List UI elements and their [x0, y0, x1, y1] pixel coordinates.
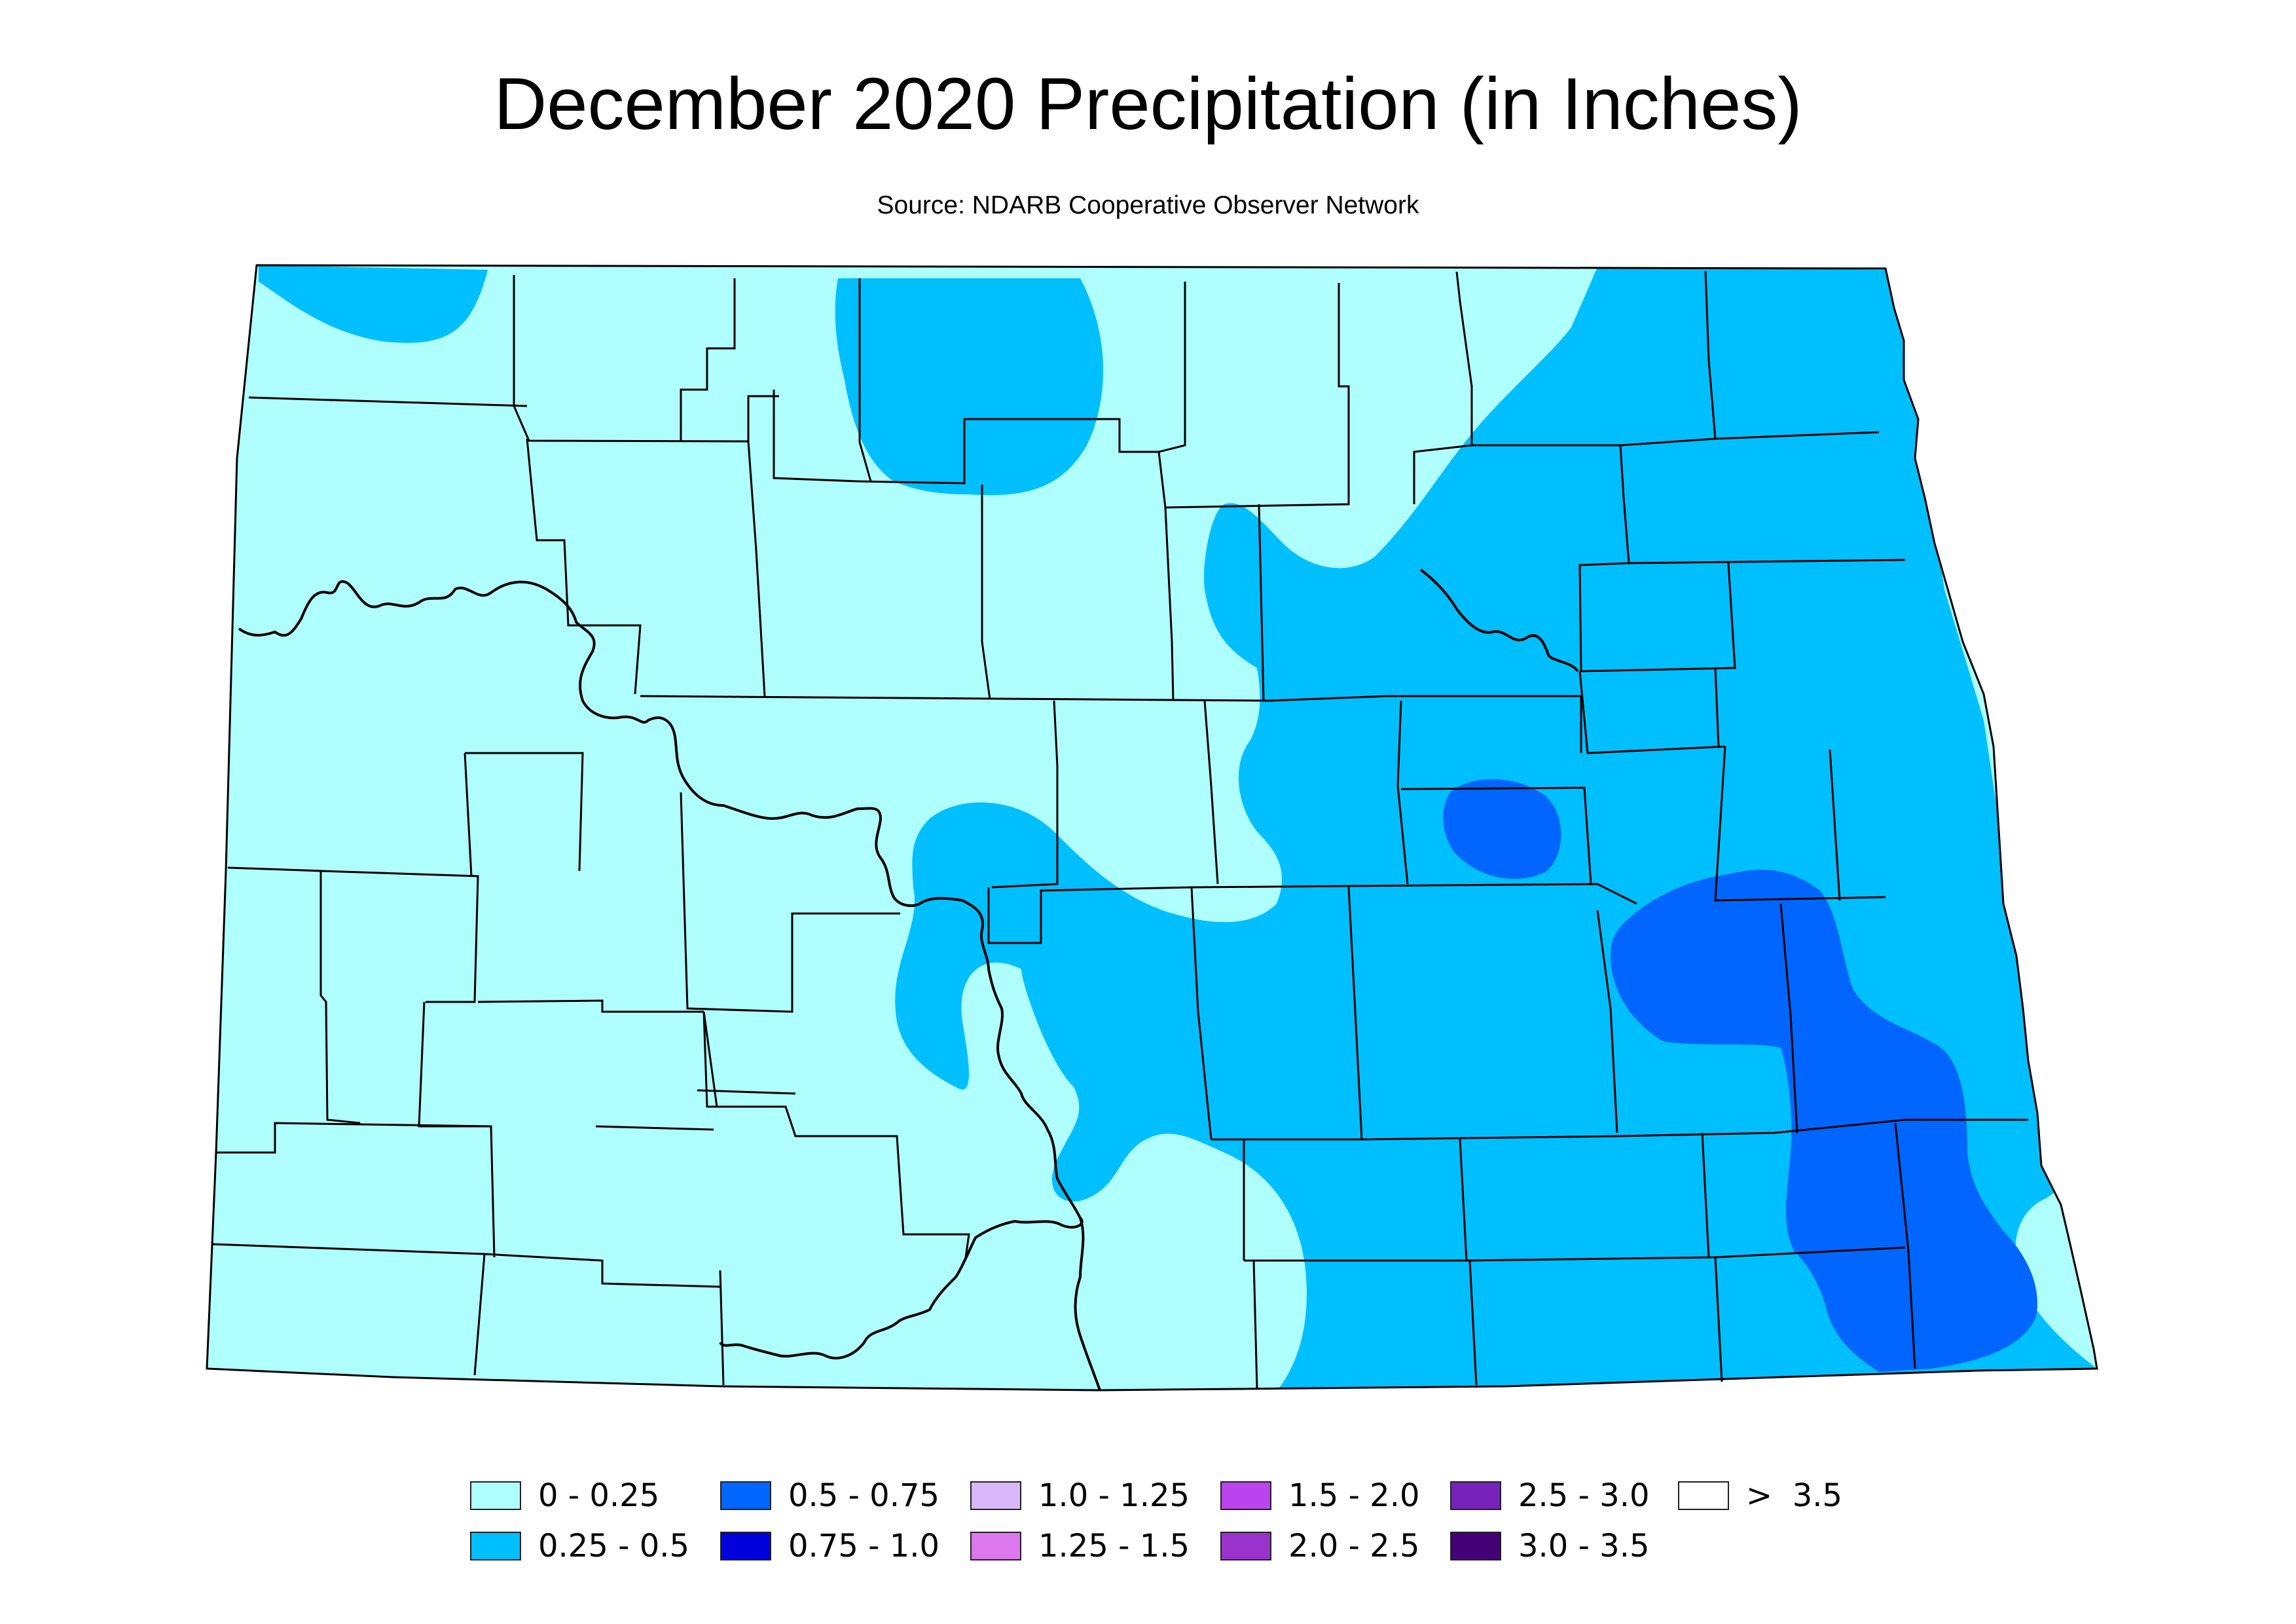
- county-boundaries: [206, 264, 2098, 1392]
- precipitation-contours: [207, 265, 2097, 1390]
- zone-0.5-0.75-southeast: [1611, 870, 2037, 1372]
- map-title: December 2020 Precipitation (in Inches): [494, 63, 1802, 145]
- river: [238, 568, 1579, 1391]
- map-source: Source: NDARB Cooperative Observer Netwo…: [877, 191, 1419, 219]
- zone-0.5-0.75-central: [1443, 779, 1561, 879]
- zone-0.25-0.5-northwest: [259, 265, 488, 343]
- zone-0.25-0.5-north-central: [835, 278, 1103, 496]
